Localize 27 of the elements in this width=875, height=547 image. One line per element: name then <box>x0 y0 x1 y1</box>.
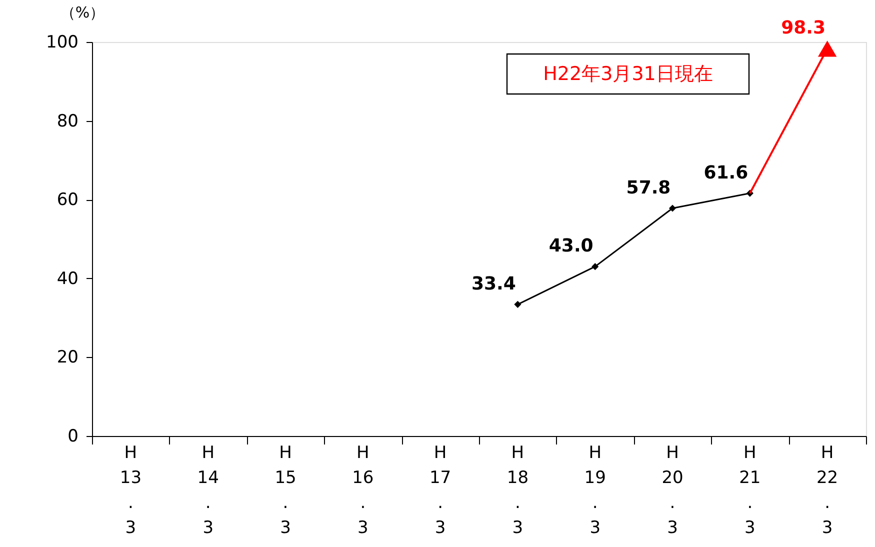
y-tick-label: 80 <box>56 111 78 132</box>
category-label: H 18 . 3 <box>506 443 529 538</box>
category-label: H 16 . 3 <box>352 443 374 538</box>
category-label: H 17 . 3 <box>429 443 452 538</box>
y-tick-label: 100 <box>46 32 78 52</box>
point <box>514 300 522 308</box>
category-label: H 21 . 3 <box>739 443 761 538</box>
category-label: H 19 . 3 <box>584 443 606 538</box>
y-tick-label: 40 <box>56 268 78 289</box>
data-label: 98.3 <box>781 18 826 39</box>
point <box>592 263 599 270</box>
data-label: 57.8 <box>626 177 671 198</box>
category-label: H 15 . 3 <box>274 443 296 538</box>
data-label: 61.6 <box>704 162 748 184</box>
y-axis-title: （%） <box>60 4 105 22</box>
category-label: H 22 . 3 <box>816 443 838 538</box>
y-tick-label: 60 <box>56 190 78 210</box>
data-label: 33.4 <box>471 273 516 294</box>
y-tick-label: 20 <box>56 348 78 368</box>
category-label: H 13 . 3 <box>120 443 142 538</box>
annotation: H22年3月31日現在 <box>543 63 713 85</box>
category-label: H 20 . 3 <box>662 443 684 538</box>
point <box>818 40 837 57</box>
point <box>668 204 676 212</box>
data-label: 43.0 <box>548 236 594 257</box>
y-tick-label: 0 <box>68 426 78 446</box>
category-label: H 14 . 3 <box>197 443 219 538</box>
